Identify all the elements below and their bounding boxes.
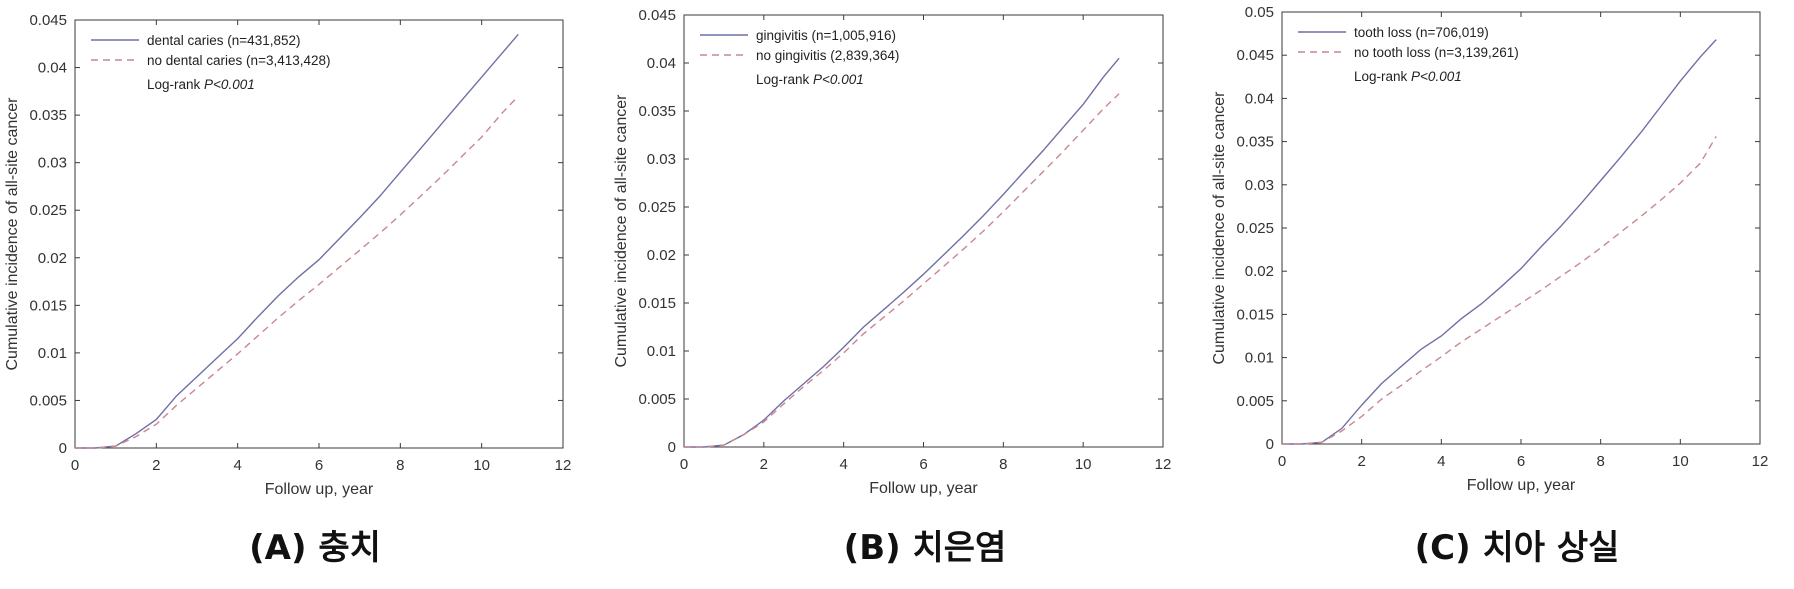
panel-a-x-tick-label: 8 <box>396 457 404 474</box>
panel-a-y-tick-label: 0.025 <box>29 202 67 219</box>
panel-b-series-exposed-line <box>684 57 1120 448</box>
panel-b-y-tick-label: 0.035 <box>638 103 676 120</box>
panel-c-logrank-annotation: Log-rank P<0.001 <box>1354 69 1462 84</box>
panel-a-y-tick-label: 0 <box>59 440 67 457</box>
panel-c-x-tick-label: 12 <box>1752 453 1769 470</box>
panel-b-y-tick-label: 0.02 <box>647 247 676 264</box>
panel-b-y-tick-label: 0.015 <box>638 295 676 312</box>
panel-b-y-tick-label: 0.03 <box>647 151 676 168</box>
panel-a-plot: 0 2 4 6 8 10 12 0 0.005 0.01 0.015 0.02 0.025 0.03 0.0… <box>4 12 571 498</box>
panel-a-y-tick-label: 0.03 <box>38 155 67 172</box>
panel-b-x-tick-label: 2 <box>760 456 768 473</box>
panel-a-y-tick-label: 0.045 <box>29 12 67 29</box>
panel-a-logrank-annotation: Log-rank P<0.001 <box>147 77 255 92</box>
panel-c-y-tick-label: 0.045 <box>1236 47 1274 64</box>
panel-c-series-exposed-line <box>1282 39 1717 445</box>
panel-c-y-tick-label: 0.005 <box>1236 393 1274 410</box>
panel-a-caption: (A) 충치 <box>249 528 381 568</box>
panel-c-y-tick-label: 0.04 <box>1245 90 1274 107</box>
panel-b-y-axis-label: Cumulative incidence of all-site cancer <box>613 94 630 368</box>
panel-c-y-tick-label: 0.01 <box>1245 350 1274 367</box>
panel-c-legend-label: tooth loss (n=706,019) <box>1354 25 1489 40</box>
panel-b-caption: (B) 치은염 <box>843 528 1007 568</box>
panel-c-x-tick-label: 4 <box>1437 453 1445 470</box>
panel-a-series-reference-line <box>75 95 519 449</box>
panel-a-x-tick-label: 10 <box>473 457 490 474</box>
panel-b-y-tick-label: 0.04 <box>647 55 676 72</box>
panel-a-x-axis-label: Follow up, year <box>265 481 374 498</box>
panel-a-legend-label: dental caries (n=431,852) <box>147 33 300 48</box>
panel-a-x-tick-label: 12 <box>555 457 572 474</box>
panel-a-y-axis-label: Cumulative incidence of all-site cancer <box>4 97 21 371</box>
panel-b-series-reference-line <box>684 93 1120 448</box>
panel-a-y-tick-label: 0.01 <box>38 345 67 362</box>
panel-c-y-tick-label: 0 <box>1266 436 1274 453</box>
panel-c-legend-label: no tooth loss (n=3,139,261) <box>1354 45 1519 60</box>
panel-c-x-tick-label: 0 <box>1278 453 1286 470</box>
panel-c-caption: (C) 치아 상실 <box>1414 528 1620 568</box>
panel-a-x-tick-label: 6 <box>315 457 323 474</box>
panel-a-y-tick-label: 0.015 <box>29 297 67 314</box>
panel-b-x-tick-label: 10 <box>1075 456 1092 473</box>
panel-b-legend-label: gingivitis (n=1,005,916) <box>756 28 896 43</box>
panel-a-series-exposed-line <box>75 33 519 449</box>
panel-c-y-tick-label: 0.02 <box>1245 263 1274 280</box>
panel-c-y-tick-label: 0.03 <box>1245 177 1274 194</box>
panel-c-series-reference-line <box>1282 136 1717 445</box>
panel-a-y-tick-label: 0.04 <box>38 60 67 77</box>
panel-c-x-tick-label: 8 <box>1596 453 1604 470</box>
panel-b-x-axis-label: Follow up, year <box>869 480 978 497</box>
panel-c-y-axis-label: Cumulative incidence of all-site cancer <box>1211 91 1228 365</box>
panel-c-y-tick-label: 0.015 <box>1236 306 1274 323</box>
panel-a-y-tick-label: 0.02 <box>38 250 67 267</box>
panel-c-x-axis-label: Follow up, year <box>1467 477 1576 494</box>
panel-c-y-tick-label: 0.035 <box>1236 134 1274 151</box>
panel-b-x-tick-label: 12 <box>1155 456 1172 473</box>
panel-b-y-tick-label: 0 <box>668 439 676 456</box>
panel-b-plot: 0 2 4 6 8 10 12 0 0.005 0.01 0.015 0.02 0.025 0.03 0.0… <box>613 7 1171 497</box>
panel-b-x-tick-label: 8 <box>999 456 1007 473</box>
panel-c-plot: 0 2 4 6 8 10 12 0 0.005 0.01 0.015 0.02 0.025 0.03 0.0… <box>1211 4 1768 494</box>
panel-c-x-tick-label: 6 <box>1517 453 1525 470</box>
panel-a-x-tick-label: 0 <box>71 457 79 474</box>
panel-b-x-tick-label: 6 <box>919 456 927 473</box>
panel-c-x-tick-label: 2 <box>1357 453 1365 470</box>
panel-b-logrank-annotation: Log-rank P<0.001 <box>756 72 864 87</box>
panel-b-y-tick-label: 0.045 <box>638 7 676 24</box>
panel-a-x-tick-label: 2 <box>152 457 160 474</box>
panel-c-y-tick-label: 0.05 <box>1245 4 1274 21</box>
panel-b-legend-label: no gingivitis (2,839,364) <box>756 48 899 63</box>
panel-c-y-tick-label: 0.025 <box>1236 220 1274 237</box>
panel-a-y-tick-label: 0.035 <box>29 107 67 124</box>
panel-a-y-tick-label: 0.005 <box>29 392 67 409</box>
panel-a-x-tick-label: 4 <box>233 457 241 474</box>
panel-b-y-tick-label: 0.005 <box>638 391 676 408</box>
panel-c-x-tick-label: 10 <box>1672 453 1689 470</box>
panel-b-x-tick-label: 4 <box>839 456 847 473</box>
panel-b-y-tick-label: 0.01 <box>647 343 676 360</box>
panel-b-y-tick-label: 0.025 <box>638 199 676 216</box>
panel-b-x-tick-label: 0 <box>680 456 688 473</box>
panel-a-legend-label: no dental caries (n=3,413,428) <box>147 53 331 68</box>
